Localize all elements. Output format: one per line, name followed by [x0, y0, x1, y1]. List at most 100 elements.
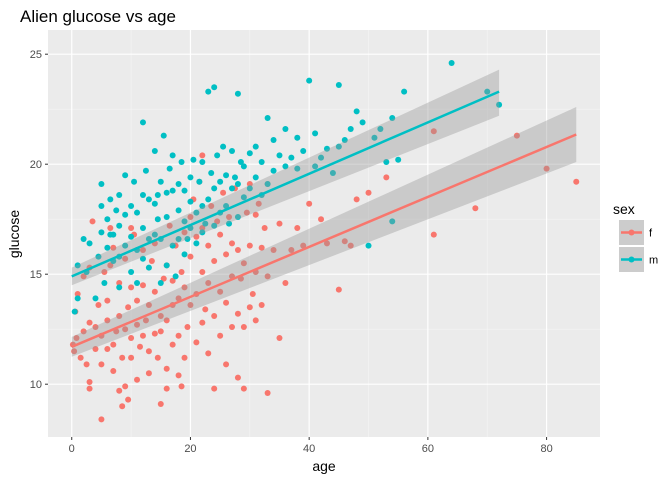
data-point: [145, 196, 152, 203]
data-point: [163, 385, 170, 392]
data-point: [270, 137, 277, 143]
data-point: [288, 154, 295, 161]
data-point: [240, 260, 247, 267]
data-point: [347, 126, 354, 132]
data-point: [199, 203, 206, 209]
data-point: [312, 130, 319, 137]
data-point: [80, 273, 87, 280]
data-point: [116, 313, 123, 319]
data-point: [175, 236, 182, 242]
data-point: [104, 297, 111, 304]
data-point: [312, 163, 319, 170]
data-point: [101, 280, 108, 286]
data-point: [448, 60, 455, 66]
data-point: [104, 216, 111, 223]
data-point: [175, 207, 182, 214]
data-point: [252, 317, 259, 324]
data-point: [395, 156, 402, 163]
data-point: [246, 304, 253, 311]
data-point: [261, 225, 268, 231]
data-point: [119, 403, 126, 410]
data-point: [128, 233, 135, 240]
data-point: [110, 244, 117, 251]
data-point: [276, 335, 283, 341]
data-point: [389, 115, 396, 121]
data-point: [208, 203, 215, 209]
data-point: [154, 216, 161, 223]
data-point: [240, 385, 247, 392]
data-point: [139, 192, 146, 198]
data-point: [202, 306, 209, 313]
data-point: [217, 332, 224, 339]
data-point: [252, 143, 259, 150]
data-point: [92, 295, 99, 302]
data-point: [237, 159, 244, 165]
data-point: [154, 354, 161, 361]
data-point: [249, 291, 256, 297]
data-point: [151, 148, 158, 154]
data-point: [199, 319, 206, 326]
data-point: [300, 242, 307, 249]
data-point: [145, 264, 152, 271]
trend-line-m: [71, 90, 500, 278]
data-point: [193, 209, 200, 216]
data-point: [196, 178, 203, 185]
data-point: [496, 101, 503, 108]
data-point: [187, 198, 194, 205]
data-point: [214, 218, 221, 225]
data-point: [154, 192, 161, 198]
data-point: [169, 277, 176, 284]
data-point: [231, 174, 238, 181]
data-point: [543, 165, 550, 172]
data-point: [282, 163, 289, 170]
legend-point-f: [628, 229, 635, 236]
data-point: [472, 205, 479, 212]
data-point: [341, 137, 348, 143]
data-point: [122, 172, 129, 179]
plot-panel: [48, 30, 600, 437]
data-point: [116, 387, 123, 394]
data-point: [323, 240, 330, 247]
data-point: [116, 222, 123, 229]
data-point: [166, 222, 173, 229]
data-point: [252, 174, 259, 181]
data-point: [229, 324, 235, 330]
x-tick-label: 80: [540, 443, 552, 455]
data-point: [166, 165, 173, 172]
data-point: [270, 167, 277, 174]
data-point: [184, 236, 191, 242]
data-point: [178, 269, 185, 275]
data-point: [217, 288, 224, 295]
data-point: [134, 209, 141, 216]
data-point: [142, 167, 149, 174]
data-point: [187, 214, 194, 220]
data-point: [116, 284, 123, 291]
data-point: [318, 154, 325, 161]
data-point: [139, 247, 146, 253]
data-point: [341, 238, 348, 245]
data-point: [220, 143, 227, 150]
trend-line-f: [71, 133, 577, 348]
data-point: [160, 275, 167, 282]
data-point: [430, 231, 437, 238]
data-point: [234, 310, 241, 317]
data-point: [83, 361, 90, 368]
legend-title: sex: [613, 201, 635, 217]
data-point: [122, 383, 129, 390]
data-point: [110, 341, 117, 348]
data-point: [157, 178, 164, 185]
data-point: [139, 119, 146, 126]
data-point: [187, 174, 194, 181]
data-point: [246, 150, 253, 157]
data-point: [134, 376, 141, 383]
data-point: [276, 220, 283, 227]
data-point: [306, 200, 313, 207]
data-point: [240, 163, 247, 170]
data-point: [211, 313, 218, 319]
data-point: [246, 185, 253, 192]
data-point: [86, 319, 93, 326]
data-point: [211, 385, 218, 392]
data-point: [148, 258, 155, 264]
data-point: [335, 143, 342, 150]
data-point: [116, 280, 123, 286]
